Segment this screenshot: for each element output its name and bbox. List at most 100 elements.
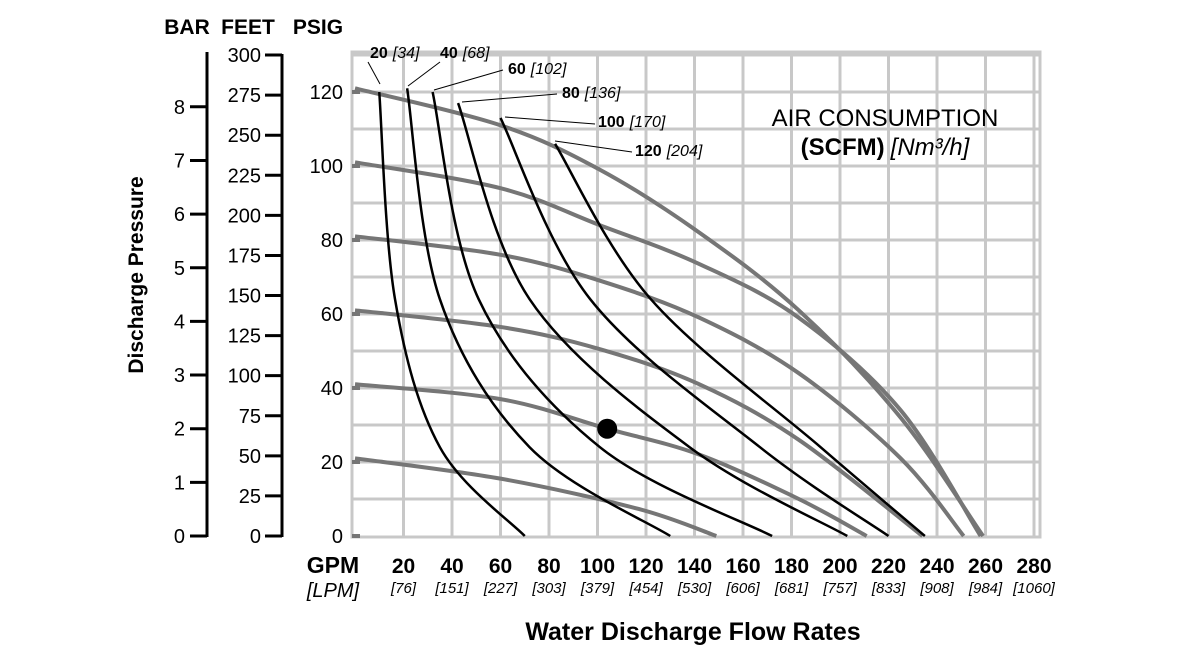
x-tick-label-lpm: [606] [725,580,760,597]
x-tick-label-gpm: 60 [489,555,512,578]
feet-tick-label: 25 [239,486,261,508]
air-curve-20-scfm [378,91,526,537]
air-curve-label: 120 [204] [635,143,703,160]
bar-tick-label: 6 [174,204,185,226]
x-tick-label-lpm: [1060] [1012,580,1056,597]
air-curve-label: 40 [68] [440,45,490,62]
air-curve-40-scfm [405,88,671,538]
feet-tick-label: 250 [228,125,261,147]
air-curve-60-scfm [431,91,773,538]
x-tick-label-lpm: [681] [774,580,809,597]
air-curve-label: 20 [34] [370,45,420,62]
pressure-curve-60-psig [354,308,924,538]
x-tick-label-lpm: [908] [919,580,954,597]
air-curve-120-scfm [553,143,926,537]
bar-tick-label: 4 [174,311,185,333]
x-tick-label-gpm: 80 [537,555,560,578]
feet-axis-header: FEET [221,16,275,39]
x-tick-label-lpm: [984] [968,580,1003,597]
x-tick-label-gpm: 200 [822,555,857,578]
x-tick-label-lpm: [833] [871,580,906,597]
air-label-scfm: 20 [370,45,388,62]
psig-axis-header: PSIG [293,16,343,39]
air-curve-80-scfm [456,102,848,538]
air-label-scfm: 40 [440,45,458,62]
x-tick-label-lpm: [303] [531,580,566,597]
air-curve-label: 80 [136] [562,85,621,102]
air-curve-label: 60 [102] [508,61,567,78]
x-tick-label-gpm: 140 [677,555,712,578]
x-tick-label-gpm: 20 [392,555,415,578]
subtitle-metric: [Nm³/h] [890,134,971,161]
bar-tick-label: 0 [174,526,185,548]
x-tick-label-gpm: 40 [440,555,463,578]
x-tick-label-lpm: [379] [580,580,615,597]
x-tick-label-gpm: 100 [580,555,615,578]
feet-tick-label: 0 [250,526,261,548]
psig-tick-label: 100 [310,156,343,178]
air-label-metric: [68] [462,45,490,62]
air-label-leader [407,61,441,87]
x-tick-label-lpm: [757] [822,580,857,597]
psig-tick-label: 60 [321,304,343,326]
feet-tick-label: 275 [228,85,261,107]
x-tick-label-gpm: 220 [871,555,906,578]
bar-tick-label: 2 [174,419,185,441]
feet-tick-label: 75 [239,406,261,428]
psig-tick-label: 80 [321,230,343,252]
subtitle-bold: (SCFM) [801,134,885,161]
x-tick-label-lpm: [454] [628,580,663,597]
air-label-metric: [102] [530,61,567,78]
psig-tick-label: 120 [310,82,343,104]
air-label-leader [554,140,633,153]
feet-tick-label: 200 [228,205,261,227]
air-label-scfm: 60 [508,61,526,78]
feet-tick-label: 225 [228,165,261,187]
air-label-leader [504,116,596,125]
x-tick-label-gpm: 160 [725,555,760,578]
air-label-leader [433,69,504,91]
air-label-scfm: 100 [598,114,625,131]
air-label-leader [367,61,381,85]
x-tick-label-gpm: 120 [628,555,663,578]
air-label-scfm: 120 [635,143,662,160]
air-curve-100-scfm [499,117,890,538]
x-unit-lpm: [LPM] [306,580,360,602]
psig-tick-label: 20 [321,452,343,474]
air-label-metric: [34] [392,45,420,62]
x-axis-title: Water Discharge Flow Rates [525,618,860,646]
feet-tick-label: 100 [228,366,261,388]
x-tick-label-lpm: [76] [390,580,417,597]
feet-tick-label: 50 [239,446,261,468]
x-tick-label-gpm: 280 [1016,555,1051,578]
pressure-curve-120-psig [354,86,985,538]
feet-tick-label: 300 [228,45,261,67]
x-tick-label-lpm: [530] [677,580,712,597]
bar-tick-label: 7 [174,150,185,172]
chart-title: AIR CONSUMPTION [772,105,999,132]
air-label-leader [461,93,558,103]
operating-point-marker [597,418,618,439]
feet-tick-label: 150 [228,286,261,308]
pressure-curve-80-psig [354,234,966,538]
air-label-metric: [170] [629,114,666,131]
air-label-metric: [204] [666,143,703,160]
feet-tick-label: 175 [228,245,261,267]
x-tick-label-gpm: 180 [774,555,809,578]
psig-tick-label: 40 [321,378,343,400]
x-tick-label-lpm: [151] [434,580,469,597]
air-label-metric: [136] [584,85,621,102]
y-axis-title: Discharge Pressure [125,176,148,373]
chart-subtitle: (SCFM) [Nm³/h] [801,134,971,161]
pressure-curve-40-psig [354,382,868,538]
feet-tick-label: 125 [228,326,261,348]
pressure-curve-20-psig [354,456,717,538]
bar-tick-label: 5 [174,258,185,280]
x-tick-label-gpm: 240 [919,555,954,578]
x-tick-label-gpm: 260 [968,555,1003,578]
psig-tick-label: 0 [332,526,343,548]
x-unit-gpm: GPM [307,552,359,578]
air-label-scfm: 80 [562,85,580,102]
pressure-curve-100-psig [354,160,983,538]
